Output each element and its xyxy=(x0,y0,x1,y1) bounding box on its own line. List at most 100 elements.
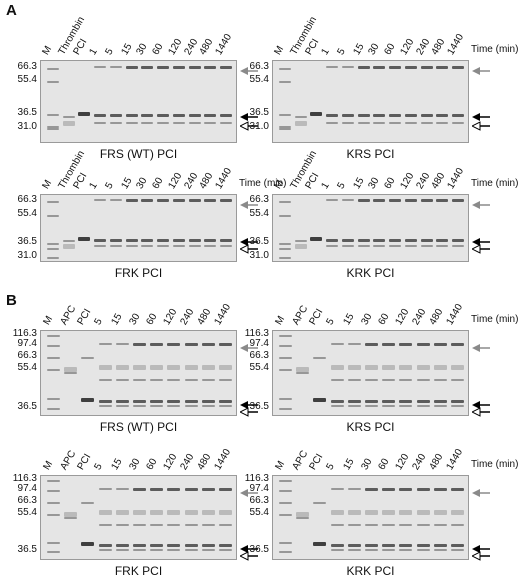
gel-band xyxy=(157,65,170,69)
gel-band xyxy=(125,121,138,124)
gray-arrow-icon xyxy=(472,63,490,75)
gel-band xyxy=(420,244,433,247)
lane-label: 30 xyxy=(126,311,143,327)
gel-band xyxy=(436,114,449,118)
gel-band xyxy=(364,343,379,347)
gel-band xyxy=(46,114,59,116)
mw-marker-label: 66.3 xyxy=(249,194,269,205)
gel-band xyxy=(399,404,413,407)
lane-label: 480 xyxy=(195,452,214,472)
gel-band xyxy=(115,343,129,346)
mw-marker-label: 55.4 xyxy=(17,74,37,85)
lane-label: 240 xyxy=(410,452,429,472)
gel-band xyxy=(46,81,59,83)
gel-band xyxy=(452,244,465,247)
lane-label: APC xyxy=(58,448,79,472)
gel-band xyxy=(184,404,198,407)
gel-band xyxy=(452,238,465,242)
gel-band xyxy=(150,343,164,347)
gel-band xyxy=(399,365,413,371)
gel-band xyxy=(389,244,402,247)
time-axis-label: Time (min) xyxy=(471,314,519,325)
open-arrow-icon xyxy=(238,118,258,131)
lane-label: 480 xyxy=(197,171,216,191)
gel-band xyxy=(204,244,217,247)
gel-band xyxy=(399,523,413,526)
mw-marker-label: 55.4 xyxy=(17,208,37,219)
gel-band xyxy=(436,238,449,242)
gel-band xyxy=(278,201,291,203)
gel-band xyxy=(433,379,447,382)
mw-marker-label: 55.4 xyxy=(17,507,37,518)
gel-band xyxy=(278,257,291,259)
gel-band xyxy=(64,516,78,519)
gel-band xyxy=(47,480,61,482)
gel-band xyxy=(98,549,112,552)
lane-label: 30 xyxy=(366,41,382,57)
lane-label: 60 xyxy=(382,175,398,191)
gel-band xyxy=(364,549,379,552)
gel-band xyxy=(373,121,386,124)
gel-band xyxy=(141,244,154,247)
open-arrow-icon xyxy=(238,548,258,561)
gel-band xyxy=(279,369,293,371)
lane-label: 30 xyxy=(126,456,143,472)
gray-arrow-icon xyxy=(240,197,258,209)
lane-label: PCI xyxy=(75,307,94,327)
gel-band xyxy=(452,199,465,203)
gel-band xyxy=(218,487,232,491)
lane-label: 120 xyxy=(393,452,412,472)
gel-band xyxy=(347,510,361,515)
gel-band xyxy=(416,487,430,491)
gel-band xyxy=(201,379,215,382)
gel-band xyxy=(204,238,217,242)
gel-band xyxy=(416,404,430,407)
lane-label: 1440 xyxy=(213,166,235,191)
black-arrow-icon xyxy=(240,397,258,409)
gel-band xyxy=(132,379,147,382)
gel-image xyxy=(40,475,237,560)
gel-band xyxy=(201,404,215,407)
gel-band xyxy=(357,244,370,247)
gel-band xyxy=(172,199,185,203)
gel-band xyxy=(47,490,61,492)
gel-band xyxy=(94,238,107,242)
lane-label: 15 xyxy=(119,41,135,57)
gel-title: KRS PCI xyxy=(346,420,395,434)
gel-band xyxy=(357,114,370,118)
gel-band xyxy=(47,542,61,545)
gel-band xyxy=(46,68,59,70)
gel-band xyxy=(341,121,354,124)
gel-band xyxy=(326,199,339,202)
gel-band xyxy=(188,65,201,69)
lane-label: PCI xyxy=(307,307,326,327)
gel-band xyxy=(115,510,129,515)
black-arrow-icon xyxy=(472,234,490,247)
gel-title: KRK PCI xyxy=(346,564,395,578)
gel-band xyxy=(389,65,402,69)
gel-band xyxy=(94,244,107,247)
gray-arrow-icon xyxy=(240,340,258,353)
lane-label: 1440 xyxy=(212,447,234,472)
mw-marker-label: 36.5 xyxy=(249,107,269,118)
gel-band xyxy=(450,544,464,547)
gel-band xyxy=(157,244,170,247)
gel-band xyxy=(132,549,147,552)
gel-band xyxy=(364,399,379,403)
gel-band xyxy=(218,510,232,515)
lane-label: M xyxy=(40,44,55,57)
gel-band xyxy=(188,199,201,203)
open-arrow-icon xyxy=(238,241,258,254)
lane-label: 60 xyxy=(376,311,392,327)
gel-band xyxy=(347,523,361,526)
mw-marker-label: 97.4 xyxy=(249,338,269,349)
gel-band xyxy=(188,121,201,124)
time-axis-label: Time (min) xyxy=(471,44,519,55)
gel-band xyxy=(382,379,396,382)
time-axis-label: Time (min) xyxy=(471,459,519,470)
black-arrow-icon xyxy=(472,397,490,409)
gel-band xyxy=(330,404,344,407)
gel-band xyxy=(450,487,464,491)
black-arrow-icon xyxy=(472,109,490,122)
gel-band xyxy=(184,365,198,371)
